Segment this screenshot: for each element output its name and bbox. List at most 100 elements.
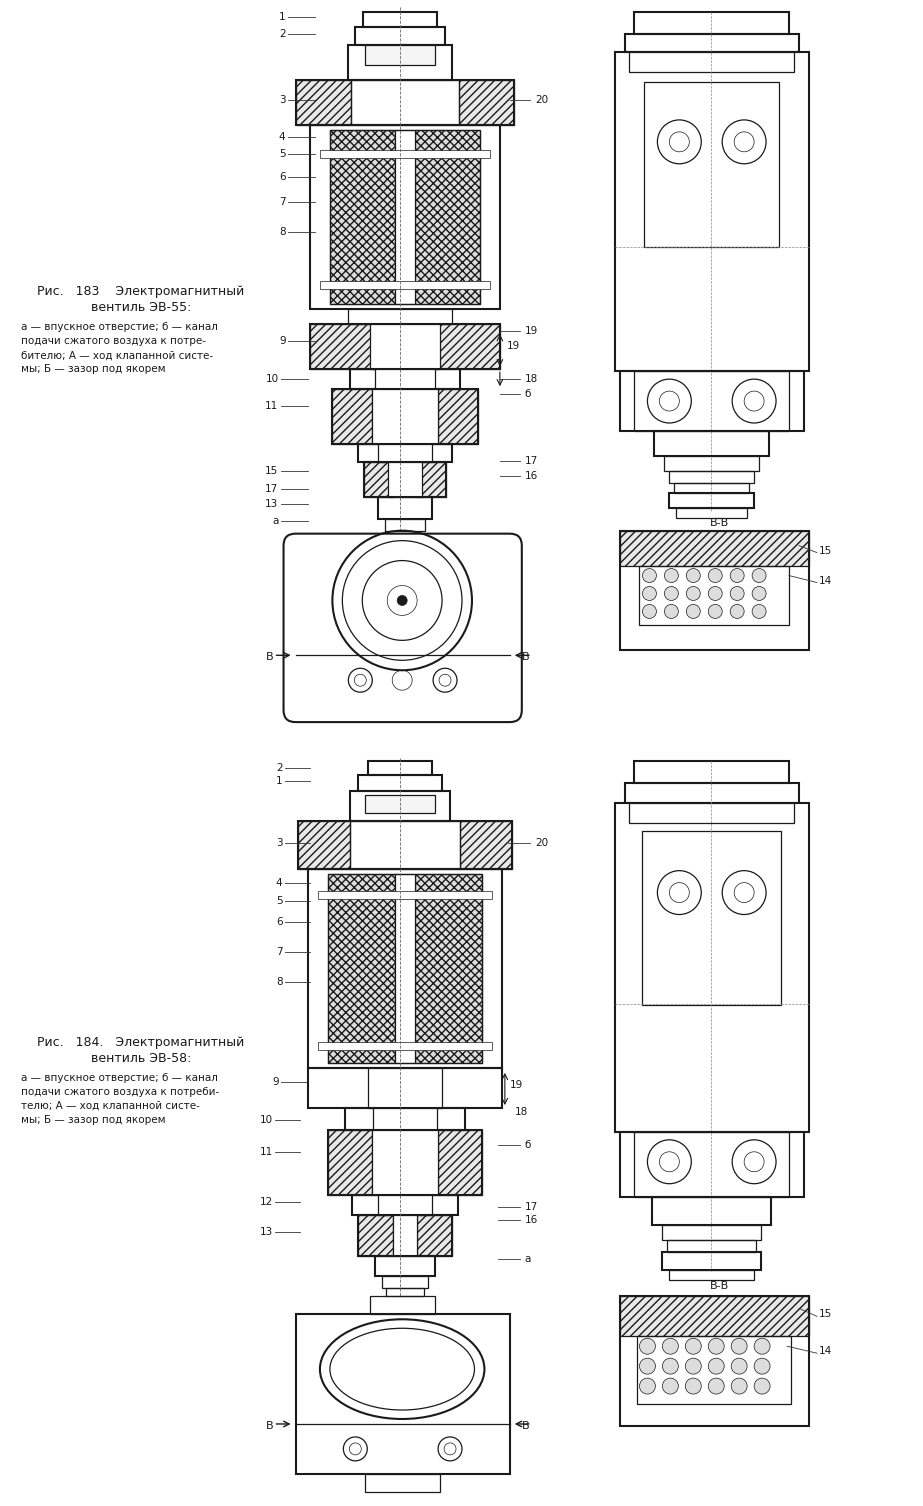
Bar bbox=[348, 45, 452, 80]
Text: 17: 17 bbox=[265, 483, 279, 494]
Circle shape bbox=[708, 1378, 725, 1395]
Circle shape bbox=[730, 586, 744, 601]
Circle shape bbox=[685, 1339, 701, 1354]
Circle shape bbox=[687, 604, 701, 619]
Text: мы; Б — зазор под якорем: мы; Б — зазор под якорем bbox=[21, 364, 166, 373]
Text: 5: 5 bbox=[276, 896, 282, 905]
Bar bbox=[308, 1068, 502, 1108]
Circle shape bbox=[708, 1339, 725, 1354]
Bar bbox=[296, 80, 352, 125]
Bar bbox=[358, 1215, 393, 1256]
Bar bbox=[634, 761, 789, 783]
Bar bbox=[653, 1197, 771, 1224]
Bar bbox=[629, 53, 794, 72]
Circle shape bbox=[731, 1339, 747, 1354]
Text: 18: 18 bbox=[515, 1107, 528, 1117]
Text: 1: 1 bbox=[279, 12, 285, 23]
Text: 5: 5 bbox=[279, 149, 285, 158]
Bar bbox=[619, 1133, 804, 1197]
Text: телю; А — ход клапанной систе-: телю; А — ход клапанной систе- bbox=[21, 1101, 200, 1111]
Ellipse shape bbox=[320, 1319, 485, 1419]
Bar bbox=[296, 80, 514, 125]
Bar bbox=[348, 309, 452, 324]
Circle shape bbox=[663, 1339, 678, 1354]
Bar bbox=[372, 1130, 438, 1194]
Bar bbox=[329, 1130, 372, 1194]
Bar bbox=[619, 530, 809, 566]
Text: 19: 19 bbox=[509, 1080, 523, 1090]
Text: Рис.   183    Электромагнитный: Рис. 183 Электромагнитный bbox=[37, 285, 245, 298]
Bar bbox=[330, 130, 395, 304]
Bar bbox=[642, 831, 781, 1005]
Text: мы; Б — зазор под якорем: мы; Б — зазор под якорем bbox=[21, 1114, 166, 1125]
Circle shape bbox=[665, 604, 678, 619]
Bar bbox=[415, 130, 480, 304]
Bar bbox=[332, 389, 372, 444]
Bar bbox=[351, 369, 460, 389]
Bar bbox=[378, 444, 432, 462]
Circle shape bbox=[731, 1378, 747, 1395]
Bar bbox=[365, 462, 446, 497]
Bar bbox=[298, 821, 512, 869]
Bar bbox=[376, 369, 435, 389]
Text: В: В bbox=[266, 652, 273, 663]
Circle shape bbox=[752, 569, 766, 583]
Bar bbox=[320, 149, 490, 158]
Circle shape bbox=[752, 586, 766, 601]
Text: 9: 9 bbox=[279, 336, 285, 346]
Bar bbox=[308, 869, 502, 1068]
Text: а: а bbox=[272, 515, 279, 526]
Text: 8: 8 bbox=[279, 226, 285, 236]
Text: В-В: В-В bbox=[710, 518, 729, 527]
Bar bbox=[329, 873, 482, 1063]
Circle shape bbox=[642, 569, 656, 583]
Bar bbox=[615, 53, 809, 370]
Bar bbox=[460, 821, 512, 869]
Text: 2: 2 bbox=[279, 29, 285, 39]
Bar bbox=[386, 1289, 424, 1297]
Circle shape bbox=[754, 1339, 770, 1354]
Circle shape bbox=[730, 569, 744, 583]
Bar bbox=[310, 324, 390, 369]
Text: 19: 19 bbox=[525, 327, 538, 336]
Bar bbox=[629, 803, 794, 822]
Bar bbox=[358, 1215, 452, 1256]
Bar bbox=[330, 130, 480, 304]
Bar bbox=[364, 12, 438, 27]
Circle shape bbox=[687, 569, 701, 583]
Bar bbox=[378, 1194, 432, 1215]
Text: б: б bbox=[525, 389, 531, 399]
Bar bbox=[320, 282, 490, 289]
Text: 4: 4 bbox=[276, 878, 282, 887]
Bar bbox=[654, 431, 769, 456]
Bar bbox=[372, 389, 438, 444]
Text: 19: 19 bbox=[507, 342, 521, 351]
Circle shape bbox=[731, 1358, 747, 1373]
Text: В: В bbox=[522, 652, 530, 663]
Bar bbox=[382, 1277, 428, 1289]
Bar bbox=[625, 35, 799, 53]
Bar bbox=[393, 1215, 417, 1256]
Bar bbox=[619, 1297, 809, 1336]
Circle shape bbox=[754, 1378, 770, 1395]
Text: 16: 16 bbox=[525, 1215, 538, 1224]
Text: В-В: В-В bbox=[710, 1282, 729, 1291]
Bar bbox=[366, 1474, 440, 1492]
Text: 17: 17 bbox=[525, 1202, 538, 1212]
Text: 13: 13 bbox=[265, 498, 279, 509]
Text: 3: 3 bbox=[279, 95, 285, 105]
Text: вентиль ЭВ-55:: вентиль ЭВ-55: bbox=[90, 301, 191, 313]
Text: 15: 15 bbox=[265, 465, 279, 476]
Bar bbox=[675, 483, 749, 492]
Circle shape bbox=[687, 586, 701, 601]
Bar bbox=[619, 370, 804, 431]
Bar bbox=[625, 783, 799, 803]
Text: 15: 15 bbox=[819, 545, 833, 556]
Circle shape bbox=[708, 569, 722, 583]
Text: 6: 6 bbox=[279, 172, 285, 182]
Text: 17: 17 bbox=[525, 456, 538, 465]
Bar bbox=[640, 566, 789, 625]
Text: подачи сжатого воздуха к потре-: подачи сжатого воздуха к потре- bbox=[21, 336, 207, 346]
Text: 9: 9 bbox=[272, 1077, 279, 1087]
Text: 12: 12 bbox=[259, 1197, 272, 1206]
